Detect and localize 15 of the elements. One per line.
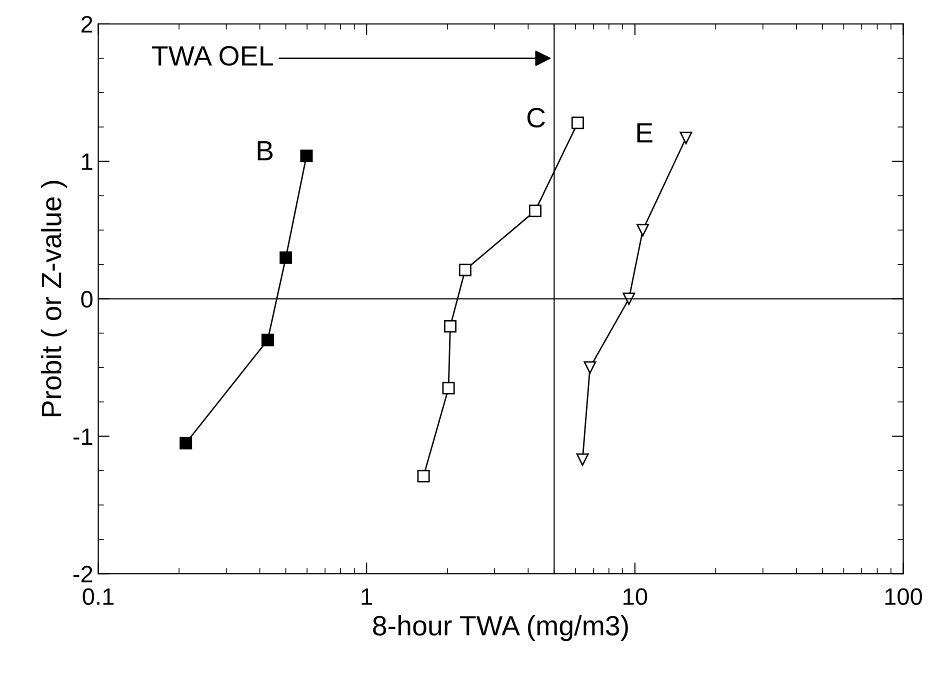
y-tick-label: -2 bbox=[73, 566, 92, 582]
series-label: E bbox=[637, 123, 652, 142]
x-tick-label: 1 bbox=[362, 588, 372, 605]
x-tick-label: 0.1 bbox=[82, 588, 114, 605]
y-tick-label: -1 bbox=[73, 428, 92, 445]
y-axis-title: Probit ( or Z-value ) bbox=[40, 180, 67, 416]
series-label: C bbox=[527, 108, 546, 128]
y-tick-label: 0 bbox=[81, 290, 92, 308]
y-tick-label: 2 bbox=[81, 16, 92, 32]
annotation: TWA OEL bbox=[152, 46, 273, 66]
x-tick-label: 100 bbox=[885, 588, 922, 605]
series-label: B bbox=[258, 141, 273, 160]
x-tick-label: 10 bbox=[624, 588, 648, 605]
y-tick-label: 1 bbox=[82, 154, 92, 170]
x-axis-title: 8-hour TWA (mg/m3) bbox=[373, 615, 628, 642]
